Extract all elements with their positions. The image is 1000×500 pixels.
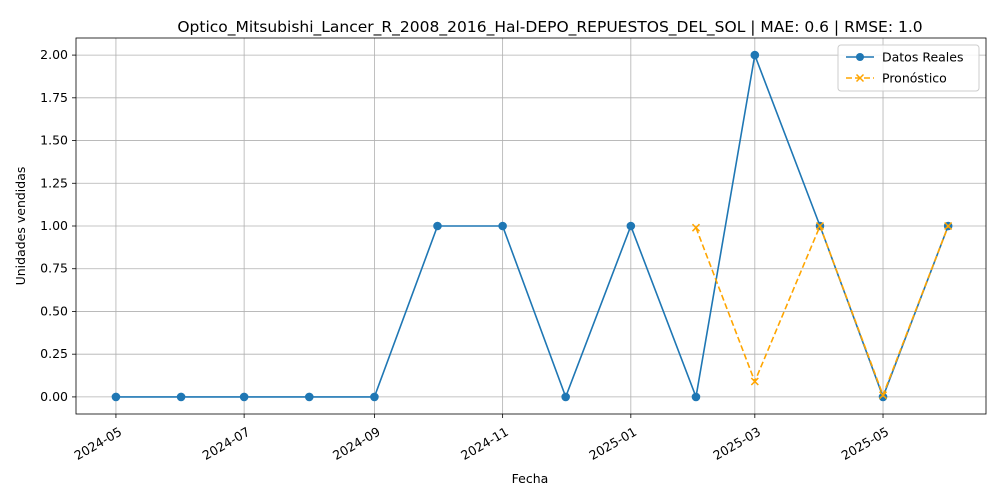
data-point <box>370 392 379 402</box>
forecast-point <box>750 377 759 386</box>
data-point <box>304 392 314 402</box>
y-tick-label: 2.00 <box>40 47 68 62</box>
forecast-point <box>944 221 953 231</box>
y-tick-label: 0.75 <box>40 261 68 276</box>
legend-marker <box>855 73 865 83</box>
chart-title: Optico_Mitsubishi_Lancer_R_2008_2016_Hal… <box>177 18 922 37</box>
x-tick-label: 2025-01 <box>586 424 639 463</box>
x-axis-label: Fecha <box>512 471 549 486</box>
y-tick-label: 0.25 <box>40 346 68 361</box>
x-tick-label: 2024-11 <box>458 424 511 463</box>
x-tick-label: 2024-09 <box>330 424 383 463</box>
y-tick-label: 1.75 <box>40 90 68 105</box>
y-tick-label: 1.25 <box>40 175 68 190</box>
x-tick-label: 2024-05 <box>71 424 124 463</box>
data-point <box>498 221 507 231</box>
data-point <box>176 392 186 402</box>
series-layer <box>111 50 953 402</box>
x-tick-label: 2025-03 <box>710 424 763 463</box>
series-line-1 <box>695 223 949 398</box>
data-point <box>561 392 570 402</box>
data-point <box>111 392 121 402</box>
forecast-point <box>878 391 888 400</box>
legend: Datos Reales Pronóstico <box>837 44 980 92</box>
data-point <box>433 221 442 231</box>
y-tick-label: 0.00 <box>40 389 68 404</box>
data-point <box>750 50 760 60</box>
x-tick-label: 2025-05 <box>839 424 892 463</box>
y-tick-label: 0.50 <box>40 303 68 318</box>
forecast-point <box>815 221 825 231</box>
x-tick-label: 2024-07 <box>200 424 253 463</box>
data-point <box>691 392 701 402</box>
forecast-point <box>691 223 701 232</box>
series-line-0 <box>115 52 949 400</box>
y-tick-label: 1.50 <box>40 133 68 148</box>
data-point <box>626 221 636 231</box>
y-tick-label: 1.00 <box>40 218 68 233</box>
grid <box>76 38 986 414</box>
legend-label: Datos Reales <box>882 50 963 65</box>
legend-marker <box>856 53 864 61</box>
data-point <box>239 392 249 402</box>
tick-layer: 2024-05 2024-07 2024-09 2024-11 2025-01 2025-… <box>40 47 891 463</box>
legend-label: Pronóstico <box>882 71 947 86</box>
y-axis-label: Unidades vendidas <box>13 167 28 286</box>
